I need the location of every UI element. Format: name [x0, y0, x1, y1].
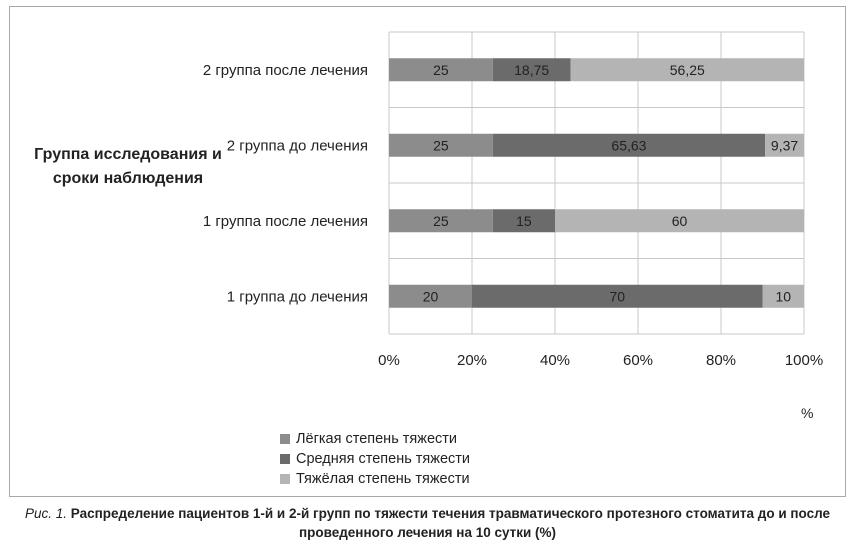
x-tick-label: 60% [623, 352, 653, 369]
x-axis-unit: % [801, 405, 814, 421]
data-label: 20 [423, 288, 439, 304]
category-label: 2 группа до лечения [227, 137, 368, 154]
figure-caption: Рис. 1. Распределение пациентов 1-й и 2-… [0, 504, 855, 542]
figure-label: Рис. 1. [24, 506, 67, 521]
x-tick-label: 0% [378, 352, 400, 369]
legend: Лёгкая степень тяжести Средняя степень тя… [280, 429, 470, 489]
caption-text: Распределение пациентов 1-й и 2-й групп … [70, 506, 831, 540]
bar-segment [389, 284, 472, 308]
data-label: 10 [775, 288, 791, 304]
bar-segment [555, 209, 804, 233]
bar-segment [492, 209, 555, 233]
bar-segment [492, 133, 766, 157]
legend-label: Лёгкая степень тяжести [296, 431, 458, 447]
legend-entry: Тяжёлая степень тяжести [280, 469, 470, 489]
x-tick-label: 100% [785, 352, 823, 369]
data-label: 25 [433, 213, 449, 229]
data-label: 25 [433, 137, 449, 153]
legend-swatch [280, 454, 290, 464]
data-label: 18,75 [514, 62, 549, 78]
data-label: 25 [433, 62, 449, 78]
chart-frame: 0% 20% 40% 60% 80% 100% 2 группа после лечения… [9, 6, 846, 497]
legend-swatch [280, 474, 290, 484]
x-tick-label: 80% [706, 352, 736, 369]
data-label: 65,63 [611, 137, 646, 153]
stacked-bar-chart: 0% 20% 40% 60% 80% 100% 2 группа после лечения… [203, 31, 823, 369]
data-label: 70 [609, 288, 625, 304]
y-axis-title: Группа исследования и сроки наблюдения [34, 146, 222, 187]
legend-entry: Лёгкая степень тяжести [280, 429, 470, 449]
data-label: 9,37 [771, 137, 798, 153]
data-label: 15 [516, 213, 532, 229]
bar-segment [389, 58, 493, 82]
x-tick-label: 20% [457, 352, 487, 369]
legend-label: Тяжёлая степень тяжести [296, 471, 470, 487]
x-tick-label: 40% [540, 352, 570, 369]
bar-segment [570, 58, 804, 82]
bar-segment [389, 133, 493, 157]
bar-segment [765, 133, 804, 157]
legend-swatch [280, 434, 290, 444]
bar-segment [472, 284, 763, 308]
category-label: 1 группа после лечения [203, 213, 368, 230]
data-label: 60 [672, 213, 688, 229]
bar-segment [492, 58, 571, 82]
category-label: 1 группа до лечения [227, 288, 368, 305]
bar-segment [762, 284, 804, 308]
data-label: 56,25 [670, 62, 705, 78]
bar-segment [389, 209, 493, 233]
legend-label: Средняя степень тяжести [296, 451, 471, 467]
legend-entry: Средняя степень тяжести [280, 449, 470, 469]
category-label: 2 группа после лечения [203, 62, 368, 79]
